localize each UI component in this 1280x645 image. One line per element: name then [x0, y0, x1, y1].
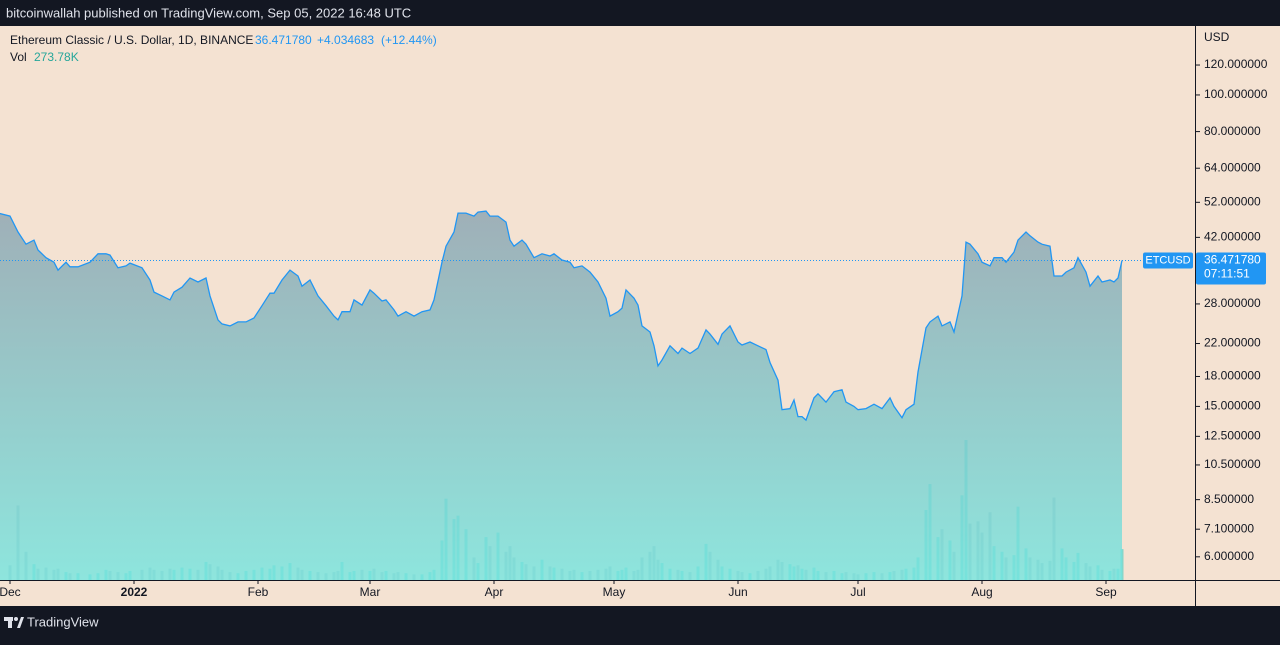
y-tick-label: 80.000000: [1204, 124, 1261, 138]
y-tick-label: 120.000000: [1204, 57, 1268, 71]
brand-name: TradingView: [27, 614, 99, 629]
price-label: 36.471780: [1204, 253, 1261, 267]
y-tick-label: 28.000000: [1204, 296, 1261, 310]
x-tick-label: Feb: [248, 585, 269, 599]
x-tick-label: Apr: [485, 585, 504, 599]
axis-unit: USD: [1204, 30, 1230, 44]
published-line: bitcoinwallah published on TradingView.c…: [6, 5, 411, 20]
y-tick-label: 22.000000: [1204, 336, 1261, 350]
x-tick-label: Sep: [1095, 585, 1117, 599]
change-percent: (+12.44%): [381, 33, 437, 47]
y-tick-label: 42.000000: [1204, 230, 1261, 244]
y-tick-label: 18.000000: [1204, 369, 1261, 383]
y-tick-label: 8.500000: [1204, 492, 1254, 506]
y-tick-label: 12.500000: [1204, 429, 1261, 443]
area-fill: [0, 211, 1122, 580]
y-tick-label: 7.100000: [1204, 521, 1254, 535]
change: +4.034683: [317, 33, 374, 47]
volume-value: 273.78K: [34, 50, 79, 64]
volume-name: Vol: [10, 50, 27, 64]
x-tick-label: 2022: [121, 585, 148, 599]
y-tick-label: 100.000000: [1204, 87, 1268, 101]
x-tick-label: Aug: [971, 585, 992, 599]
brand-logo: [4, 617, 24, 628]
x-tick-label: Dec: [0, 585, 21, 599]
y-tick-label: 15.000000: [1204, 399, 1261, 413]
price-label-box: [1196, 252, 1266, 285]
symbol-label-box: [1143, 252, 1193, 269]
y-tick-label: 10.500000: [1204, 457, 1261, 471]
x-tick-label: Jun: [728, 585, 747, 599]
price-line: [0, 210, 1123, 422]
countdown-label: 07:11:51: [1204, 267, 1250, 281]
symbol-info: Ethereum Classic / U.S. Dollar, 1D, BINA…: [10, 33, 253, 47]
x-tick-label: May: [603, 585, 626, 599]
y-tick-label: 6.000000: [1204, 549, 1254, 563]
symbol-label: ETCUSD: [1145, 254, 1190, 266]
top-bar: [0, 0, 1280, 26]
x-tick-label: Jul: [850, 585, 865, 599]
x-tick-label: Mar: [360, 585, 381, 599]
plot: [0, 210, 1124, 580]
y-tick-label: 52.000000: [1204, 194, 1261, 208]
last-price: 36.471780: [255, 33, 312, 47]
footer: [0, 606, 1280, 640]
y-tick-label: 64.000000: [1204, 160, 1261, 174]
